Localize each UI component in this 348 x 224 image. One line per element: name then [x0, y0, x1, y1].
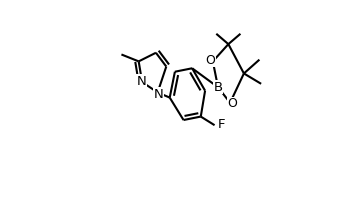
Text: N: N	[153, 88, 164, 101]
Text: B: B	[213, 81, 223, 94]
Text: F: F	[218, 118, 225, 131]
Text: O: O	[228, 97, 238, 110]
Text: O: O	[205, 54, 215, 67]
Text: N: N	[136, 75, 146, 88]
